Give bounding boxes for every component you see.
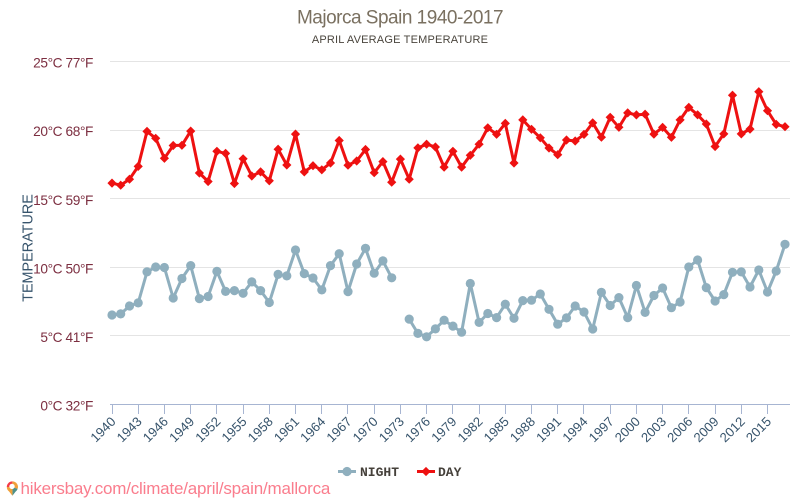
- svg-text:0°C 32°F: 0°C 32°F: [40, 399, 93, 414]
- svg-text:5°C 41°F: 5°C 41°F: [40, 330, 93, 345]
- svg-text:NIGHT: NIGHT: [360, 465, 399, 480]
- svg-text:DAY: DAY: [438, 465, 462, 480]
- svg-text:Majorca Spain 1940-2017: Majorca Spain 1940-2017: [297, 8, 503, 29]
- svg-text:10°C 50°F: 10°C 50°F: [33, 262, 93, 277]
- svg-text:20°C 68°F: 20°C 68°F: [33, 124, 93, 139]
- svg-text:TEMPERATURE: TEMPERATURE: [21, 194, 37, 302]
- svg-text:hikersbay.com/climate/april/sp: hikersbay.com/climate/april/spain/mallor…: [21, 479, 331, 498]
- svg-text:25°C 77°F: 25°C 77°F: [33, 56, 93, 71]
- svg-text:15°C 59°F: 15°C 59°F: [33, 193, 93, 208]
- svg-text:APRIL AVERAGE TEMPERATURE: APRIL AVERAGE TEMPERATURE: [312, 34, 488, 46]
